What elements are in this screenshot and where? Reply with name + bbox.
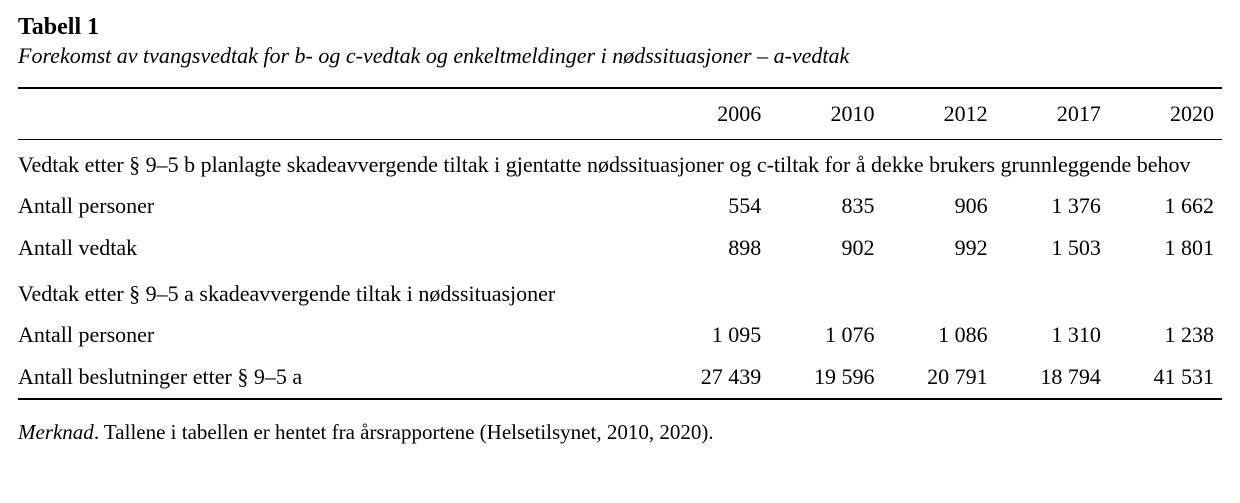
row-label: Antall personer <box>18 185 656 227</box>
cell: 41 531 <box>1109 356 1222 399</box>
cell: 992 <box>882 227 995 269</box>
cell: 1 662 <box>1109 185 1222 227</box>
table-number: Tabell 1 <box>18 14 1222 41</box>
cell: 1 095 <box>656 314 769 356</box>
year-header: 2010 <box>769 88 882 139</box>
cell: 1 076 <box>769 314 882 356</box>
row-label: Antall vedtak <box>18 227 656 269</box>
data-row: Antall personer 554 835 906 1 376 1 662 <box>18 185 1222 227</box>
cell: 898 <box>656 227 769 269</box>
table-caption: Forekomst av tvangsvedtak for b- og c-ve… <box>18 43 1222 69</box>
bottom-rule <box>18 399 1222 400</box>
cell: 19 596 <box>769 356 882 399</box>
section-row: Vedtak etter § 9–5 a skadeavvergende til… <box>18 269 1222 315</box>
footnote-text: . Tallene i tabellen er hentet fra årsra… <box>94 420 714 444</box>
data-row: Antall beslutninger etter § 9–5 a 27 439… <box>18 356 1222 399</box>
cell: 20 791 <box>882 356 995 399</box>
cell: 902 <box>769 227 882 269</box>
table-footnote: Merknad. Tallene i tabellen er hentet fr… <box>18 420 1222 445</box>
cell: 1 801 <box>1109 227 1222 269</box>
data-row: Antall personer 1 095 1 076 1 086 1 310 … <box>18 314 1222 356</box>
cell: 906 <box>882 185 995 227</box>
year-header: 2012 <box>882 88 995 139</box>
cell: 835 <box>769 185 882 227</box>
cell: 27 439 <box>656 356 769 399</box>
cell: 1 310 <box>996 314 1109 356</box>
footnote-label: Merknad <box>18 420 94 444</box>
cell: 1 238 <box>1109 314 1222 356</box>
cell: 1 376 <box>996 185 1109 227</box>
cell: 18 794 <box>996 356 1109 399</box>
header-row: 2006 2010 2012 2017 2020 <box>18 88 1222 139</box>
data-table: 2006 2010 2012 2017 2020 Vedtak etter § … <box>18 87 1222 400</box>
year-header: 2006 <box>656 88 769 139</box>
row-label: Antall personer <box>18 314 656 356</box>
header-empty <box>18 88 656 139</box>
cell: 554 <box>656 185 769 227</box>
section-label: Vedtak etter § 9–5 a skadeavvergende til… <box>18 269 1222 315</box>
table-container: Tabell 1 Forekomst av tvangsvedtak for b… <box>0 0 1240 465</box>
year-header: 2017 <box>996 88 1109 139</box>
cell: 1 503 <box>996 227 1109 269</box>
cell: 1 086 <box>882 314 995 356</box>
section-row: Vedtak etter § 9–5 b planlagte skadeavve… <box>18 139 1222 185</box>
section-label: Vedtak etter § 9–5 b planlagte skadeavve… <box>18 139 1222 185</box>
data-row: Antall vedtak 898 902 992 1 503 1 801 <box>18 227 1222 269</box>
year-header: 2020 <box>1109 88 1222 139</box>
row-label: Antall beslutninger etter § 9–5 a <box>18 356 656 399</box>
